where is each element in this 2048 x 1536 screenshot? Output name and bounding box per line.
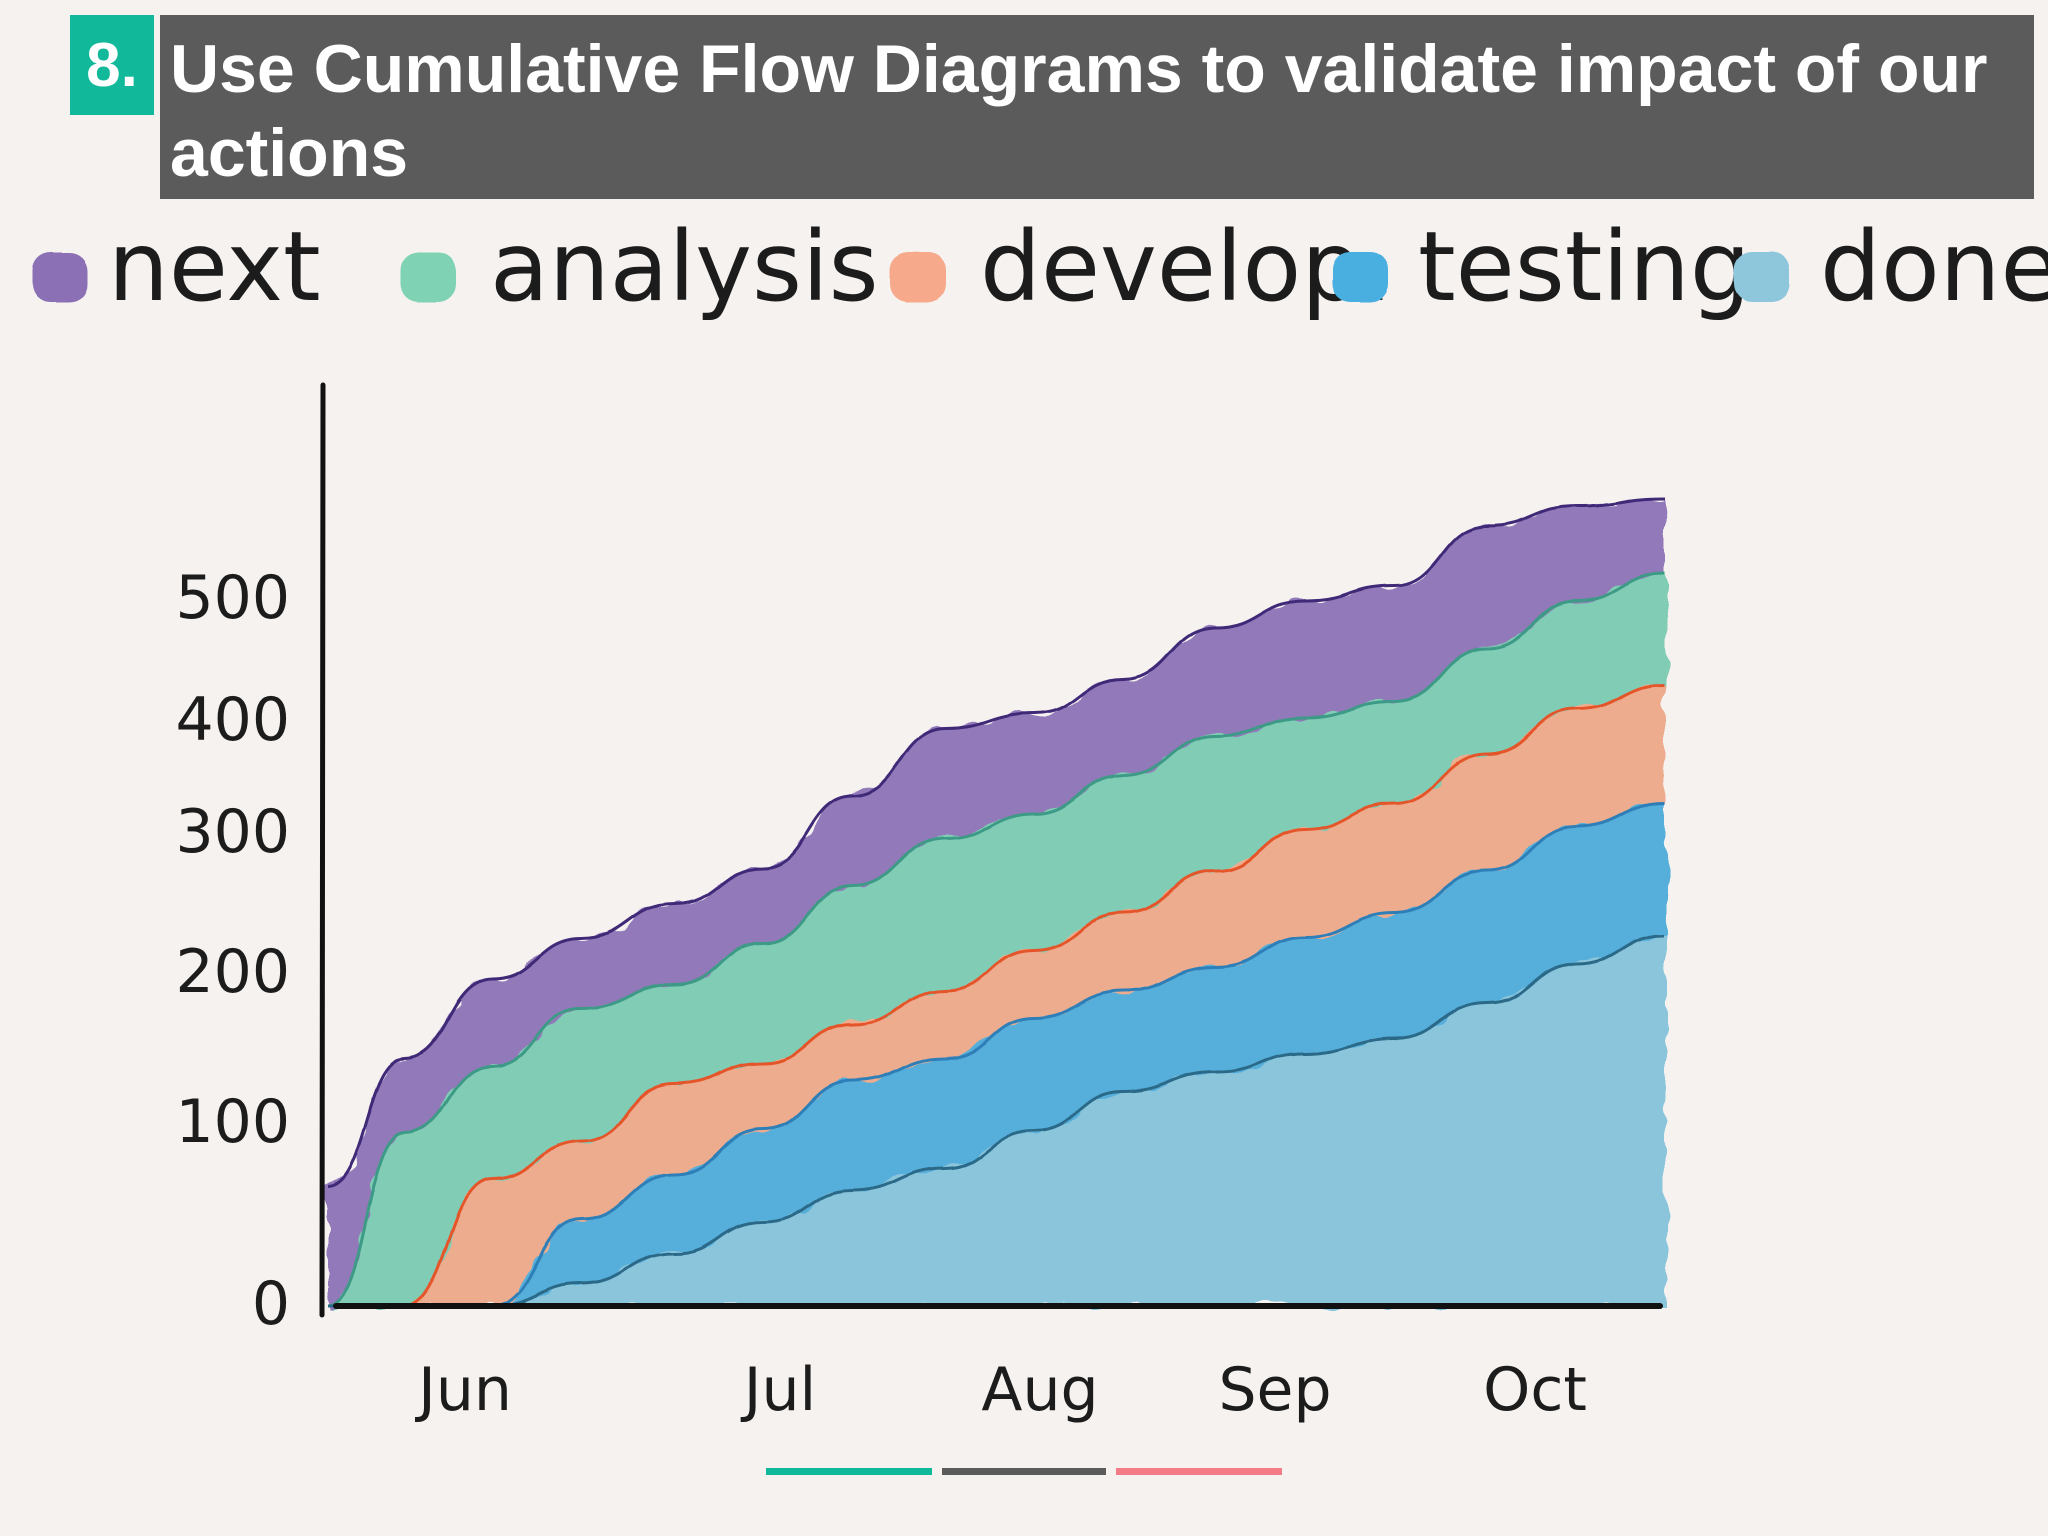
line-testing (328, 802, 1666, 1308)
legend-label: develop. (980, 211, 1393, 323)
slide-number: 8. (70, 15, 154, 115)
nav-indicator-3[interactable] (1116, 1468, 1282, 1475)
legend-label: next (108, 211, 321, 323)
x-tick-label: Sep (1218, 1355, 1331, 1425)
line-develop (328, 683, 1666, 1308)
legend-label: analysis (490, 211, 879, 323)
x-tick-label: Jul (740, 1355, 816, 1425)
chart-lines (327, 497, 1666, 1308)
slide-header: 8. Use Cumulative Flow Diagrams to valid… (0, 0, 2048, 210)
nav-indicator-2[interactable] (942, 1468, 1106, 1475)
x-tick-label: Aug (981, 1355, 1098, 1425)
x-tick-label: Jun (414, 1355, 512, 1425)
legend-label: testing (1418, 211, 1751, 323)
slide-title-box: Use Cumulative Flow Diagrams to validate… (160, 15, 2034, 199)
area-done (328, 935, 1665, 1306)
line-next (327, 497, 1666, 1188)
legend-swatch (1332, 252, 1388, 302)
y-tick-label: 500 (175, 563, 290, 633)
y-axis (319, 382, 326, 1318)
legend-label: done (1820, 211, 2048, 323)
y-tick-label: 200 (175, 937, 290, 1007)
y-tick-label: 400 (175, 685, 290, 755)
nav-indicator-1[interactable] (766, 1468, 932, 1475)
chart-ticks: 0 100 200 300 400 500 Jun Jul Aug Sep Oct (175, 563, 1586, 1425)
legend-swatch (1734, 252, 1790, 302)
y-tick-label: 100 (175, 1087, 290, 1157)
chart-axes (319, 382, 1663, 1318)
line-done (328, 934, 1666, 1308)
chart-legend: next analysis develop. testing done (32, 211, 2048, 323)
line-analysis (327, 572, 1666, 1308)
y-tick-label: 300 (175, 797, 290, 867)
x-tick-label: Oct (1483, 1355, 1587, 1425)
chart-areas (328, 499, 1665, 1306)
legend-swatch (400, 252, 456, 302)
y-tick-label: 0 (252, 1269, 290, 1339)
legend-swatch (890, 252, 946, 302)
legend-swatch (32, 252, 88, 302)
slide-title: Use Cumulative Flow Diagrams to validate… (170, 31, 1988, 191)
